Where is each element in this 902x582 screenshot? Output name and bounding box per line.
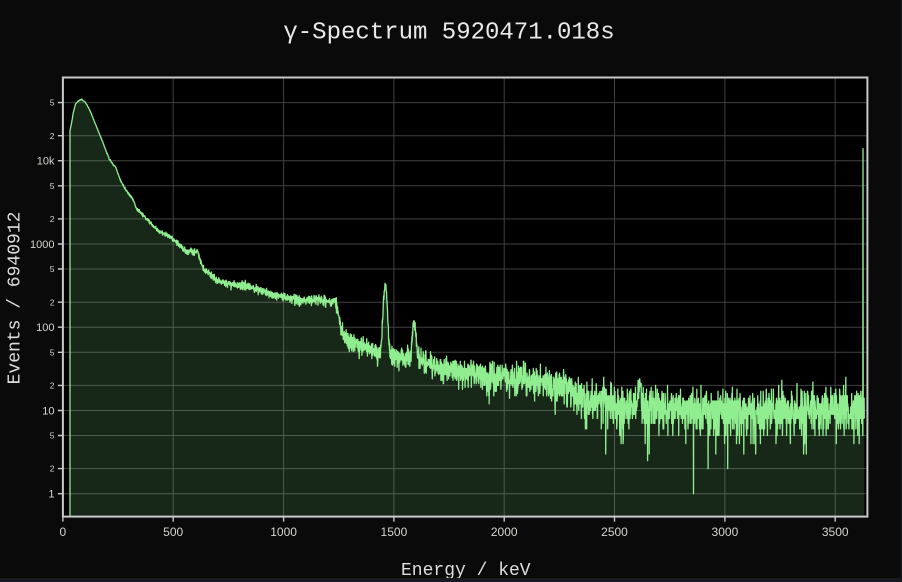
svg-text:3500: 3500 bbox=[822, 525, 849, 539]
svg-text:10k: 10k bbox=[37, 156, 55, 168]
svg-text:5: 5 bbox=[50, 264, 55, 274]
svg-text:γ-Spectrum 5920471.018s: γ-Spectrum 5920471.018s bbox=[283, 20, 614, 47]
svg-text:Events / 6940912: Events / 6940912 bbox=[5, 212, 25, 385]
svg-text:2500: 2500 bbox=[601, 525, 628, 539]
svg-text:100: 100 bbox=[36, 322, 54, 334]
svg-text:1000: 1000 bbox=[30, 239, 54, 251]
svg-text:10: 10 bbox=[42, 405, 54, 417]
svg-text:1500: 1500 bbox=[381, 525, 408, 539]
svg-text:2000: 2000 bbox=[491, 525, 518, 539]
svg-text:5: 5 bbox=[50, 181, 55, 191]
svg-text:5: 5 bbox=[50, 347, 55, 357]
svg-text:2: 2 bbox=[50, 464, 55, 474]
svg-text:3000: 3000 bbox=[712, 525, 739, 539]
svg-text:2: 2 bbox=[50, 131, 55, 141]
svg-text:500: 500 bbox=[163, 525, 183, 539]
svg-text:2: 2 bbox=[50, 214, 55, 224]
svg-text:0: 0 bbox=[60, 525, 67, 539]
svg-text:5: 5 bbox=[50, 98, 55, 108]
svg-text:Energy / keV: Energy / keV bbox=[401, 561, 531, 581]
svg-text:1: 1 bbox=[48, 489, 54, 501]
svg-text:1000: 1000 bbox=[270, 525, 297, 539]
svg-text:2: 2 bbox=[50, 381, 55, 391]
svg-text:5: 5 bbox=[50, 431, 55, 441]
svg-text:2: 2 bbox=[50, 297, 55, 307]
